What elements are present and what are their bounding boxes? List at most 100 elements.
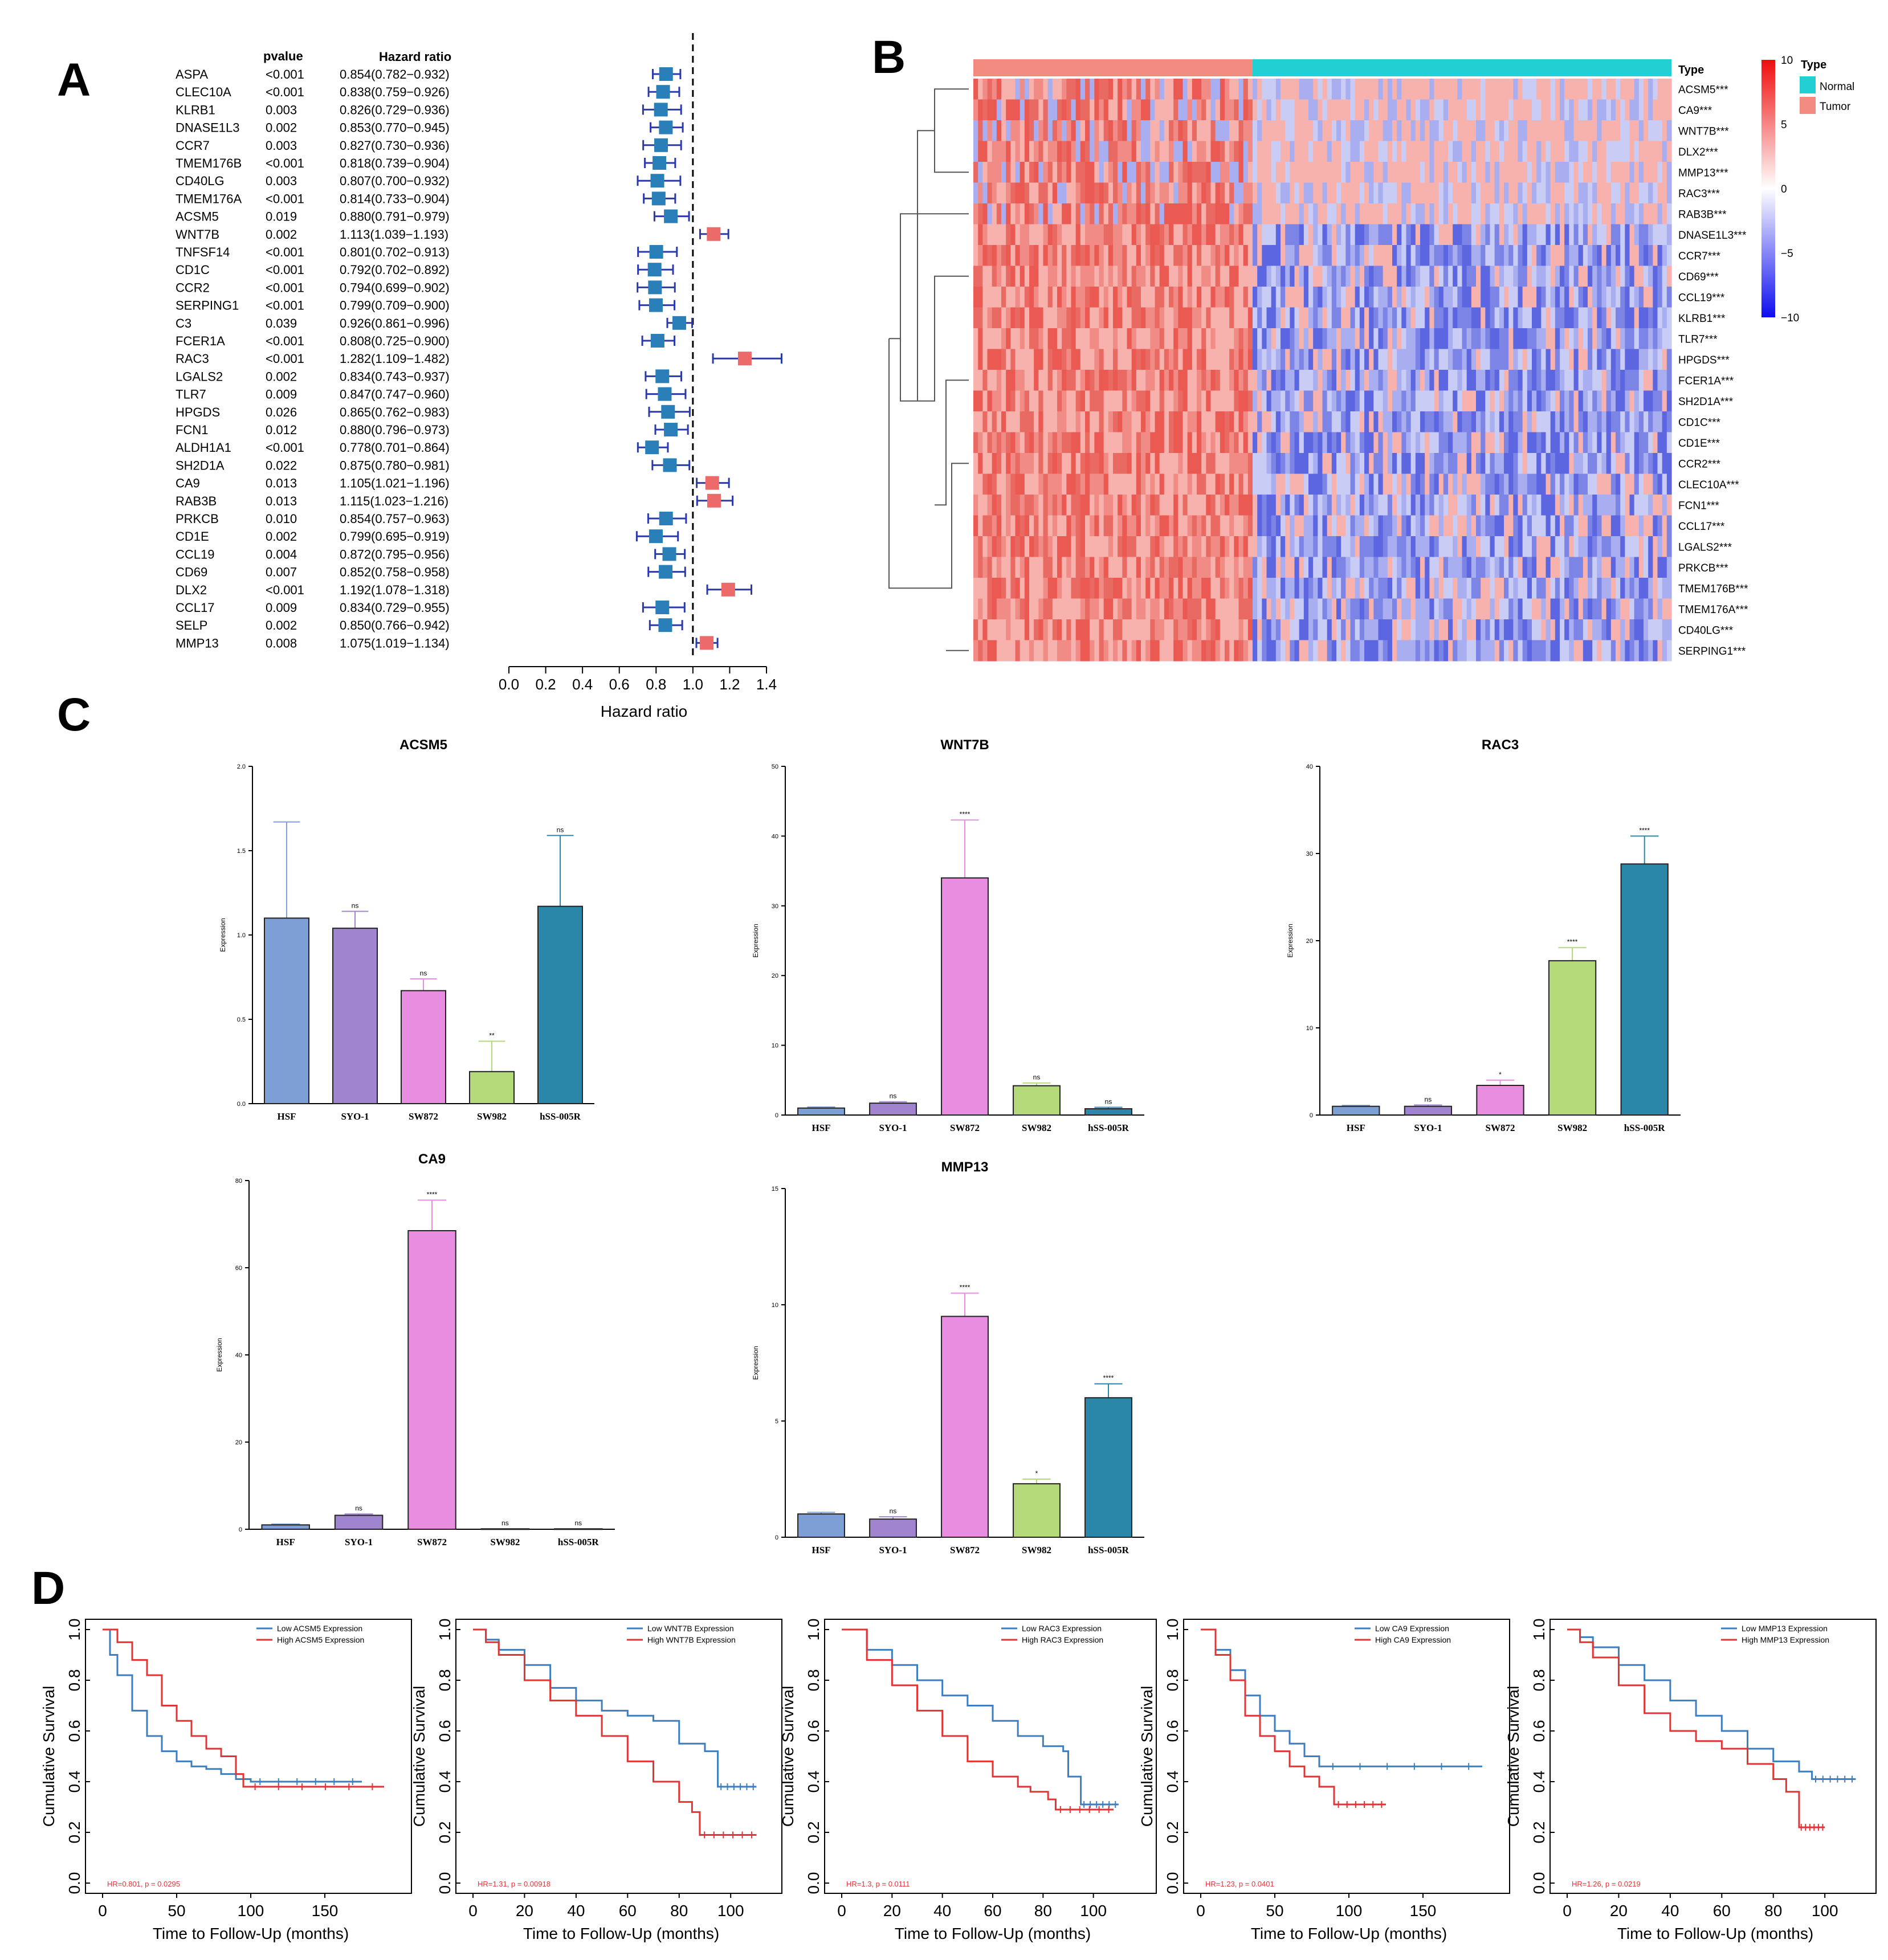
heatmap-cell — [1187, 390, 1193, 412]
forest-hr-box — [658, 618, 672, 632]
forest-gene-label: ACSM5 — [176, 210, 219, 224]
heatmap-cell — [1638, 473, 1644, 495]
heatmap-cell — [1369, 120, 1374, 142]
heatmap-cell — [1355, 120, 1360, 142]
heatmap-cell — [1266, 557, 1272, 578]
heatmap-cell — [1518, 370, 1523, 391]
heatmap-cell — [1597, 432, 1602, 454]
heatmap-cell — [1666, 182, 1672, 204]
heatmap-cell — [1192, 349, 1197, 370]
heatmap-cell — [1159, 578, 1165, 599]
heatmap-cell — [1057, 307, 1062, 329]
heatmap-cell — [1178, 141, 1184, 162]
heatmap-cell — [1601, 578, 1607, 599]
heatmap-cell — [978, 619, 983, 641]
forest-hr-box — [707, 227, 721, 241]
heatmap-cell — [1187, 557, 1193, 578]
heatmap-cell — [1266, 182, 1272, 204]
heatmap-cell — [1010, 182, 1016, 204]
heatmap-cell — [1350, 79, 1356, 100]
heatmap-cell — [1136, 536, 1141, 558]
heatmap-cell — [1080, 536, 1086, 558]
heatmap-cell — [1355, 640, 1360, 662]
heatmap-cell — [1182, 182, 1188, 204]
heatmap-cell — [1457, 640, 1463, 662]
heatmap-cell — [1560, 99, 1565, 121]
heatmap-cell — [1527, 328, 1532, 350]
heatmap-cell — [1336, 453, 1341, 475]
heatmap-cell — [1666, 619, 1672, 641]
heatmap-cell — [1164, 640, 1169, 662]
heatmap-cell — [1173, 141, 1179, 162]
heatmap-cell — [1443, 287, 1449, 308]
heatmap-cell — [1573, 432, 1579, 454]
heatmap-cell — [1015, 432, 1021, 454]
heatmap-cell — [1006, 578, 1011, 599]
heatmap-cell — [1225, 390, 1230, 412]
heatmap-cell — [1508, 495, 1514, 516]
heatmap-cell — [1057, 224, 1062, 246]
km-x-tick-label: 80 — [670, 1902, 688, 1920]
heatmap-cell — [1122, 411, 1128, 433]
bar-chart-wnt7b: WNT7B01020304050ExpressionHSFnsSYO-1****… — [752, 737, 1144, 1133]
heatmap-cell — [1369, 349, 1374, 370]
heatmap-cell — [1485, 411, 1491, 433]
heatmap-cell — [1015, 390, 1021, 412]
km-legend-high: High ACSM5 Expression — [277, 1635, 364, 1644]
heatmap-cell — [1397, 99, 1402, 121]
heatmap-cell — [1090, 411, 1095, 433]
heatmap-cell — [1373, 370, 1379, 391]
heatmap-cell — [1541, 99, 1547, 121]
heatmap-cell — [982, 120, 988, 142]
heatmap-cell — [1592, 266, 1597, 287]
heatmap-cell — [1322, 79, 1328, 100]
heatmap-cell — [1238, 79, 1244, 100]
heatmap-cell — [1336, 557, 1341, 578]
heatmap-cell — [1583, 99, 1588, 121]
heatmap-cell — [1397, 473, 1402, 495]
heatmap-cell — [1387, 79, 1393, 100]
heatmap-cell — [1118, 557, 1123, 578]
heatmap-cell — [1192, 411, 1197, 433]
heatmap-cell — [1159, 141, 1165, 162]
heatmap-cell — [1359, 79, 1365, 100]
bar-chart-title: ACSM5 — [399, 737, 447, 753]
heatmap-cell — [1555, 432, 1560, 454]
heatmap-cell — [1047, 515, 1053, 537]
heatmap-cell — [1336, 328, 1341, 350]
heatmap-cell — [1508, 266, 1514, 287]
heatmap-cell — [1331, 411, 1337, 433]
forest-hr-box — [659, 120, 673, 134]
heatmap-cell — [1564, 536, 1569, 558]
heatmap-cell — [1355, 578, 1360, 599]
heatmap-cell — [1453, 245, 1458, 267]
forest-hr-box — [707, 493, 721, 508]
heatmap-cell — [1401, 245, 1407, 267]
heatmap-gene-label: CD40LG*** — [1678, 624, 1734, 636]
heatmap-cell — [992, 307, 997, 329]
heatmap-cell — [1476, 79, 1481, 100]
heatmap-cell — [1410, 411, 1416, 433]
forest-hr-box — [653, 156, 667, 170]
heatmap-cell — [1271, 453, 1277, 475]
heatmap-cell — [1620, 370, 1625, 391]
bar-category-label: SYO-1 — [341, 1111, 369, 1122]
heatmap-cell — [1225, 120, 1230, 142]
heatmap-cell — [1225, 453, 1230, 475]
heatmap-cell — [1178, 224, 1184, 246]
heatmap-cell — [1136, 328, 1141, 350]
km-legend-high: High CA9 Expression — [1375, 1635, 1451, 1644]
heatmap-cell — [1257, 141, 1262, 162]
heatmap-cell — [1201, 432, 1206, 454]
heatmap-cell — [1341, 536, 1346, 558]
heatmap-cell — [1294, 578, 1300, 599]
heatmap-cell — [1038, 224, 1044, 246]
heatmap-cell — [1518, 411, 1523, 433]
heatmap-cell — [1504, 224, 1509, 246]
heatmap-cell — [1266, 495, 1272, 516]
heatmap-cell — [1118, 640, 1123, 662]
heatmap-cell — [1182, 224, 1188, 246]
heatmap-cell — [992, 598, 997, 620]
